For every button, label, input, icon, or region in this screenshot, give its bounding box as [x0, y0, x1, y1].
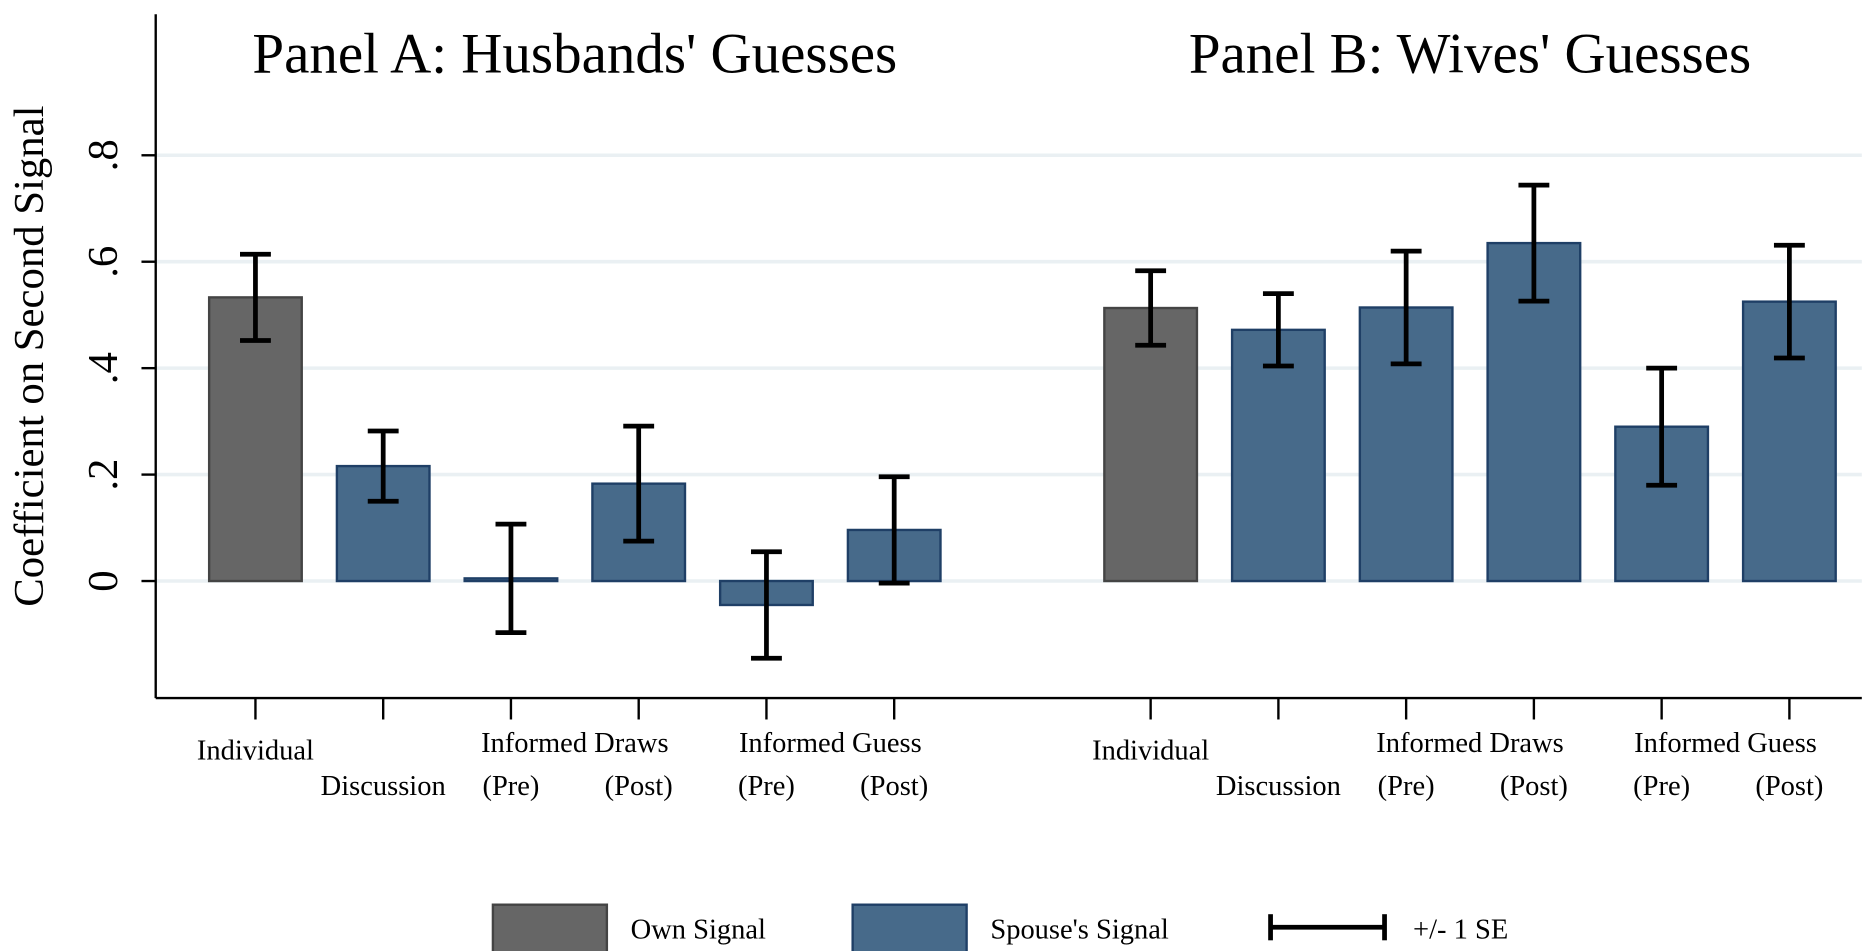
legend-swatch — [851, 903, 968, 951]
legend-swatch — [491, 903, 609, 951]
y-tick-label: .4 — [80, 352, 127, 384]
category-group-label: Informed Guess — [739, 728, 922, 759]
legend-label: Own Signal — [631, 915, 766, 946]
bar — [1230, 328, 1326, 583]
bar — [1103, 306, 1199, 583]
y-tick-label: .6 — [80, 246, 127, 278]
x-tick-label: Discussion — [321, 771, 446, 802]
x-tick-label: (Post) — [1500, 771, 1568, 802]
category-group-label: Informed Guess — [1634, 728, 1817, 759]
y-tick-label: .2 — [80, 459, 127, 491]
bar — [335, 464, 431, 583]
panel-title: Panel B: Wives' Guesses — [1189, 22, 1751, 85]
y-axis-label: Coefficient on Second Signal — [6, 105, 53, 606]
x-tick-label: (Pre) — [738, 771, 795, 802]
panel-title: Panel A: Husbands' Guesses — [252, 22, 897, 85]
y-tick-label: .8 — [80, 139, 127, 171]
x-tick-label: Discussion — [1216, 771, 1341, 802]
category-group-label: Informed Draws — [1376, 728, 1563, 759]
bar — [207, 296, 303, 583]
legend-label: +/- 1 SE — [1413, 915, 1508, 946]
category-group-label: Informed Draws — [481, 728, 668, 759]
x-tick-label: Individual — [1092, 735, 1209, 766]
x-tick-label: (Pre) — [1633, 771, 1690, 802]
x-tick-label: (Pre) — [1378, 771, 1435, 802]
legend-label: Spouse's Signal — [990, 915, 1169, 946]
x-tick-label: (Pre) — [482, 771, 539, 802]
x-tick-label: (Post) — [605, 771, 673, 802]
x-tick-label: (Post) — [860, 771, 928, 802]
y-tick-label: 0 — [80, 570, 127, 591]
x-tick-label: Individual — [197, 735, 314, 766]
x-tick-label: (Post) — [1755, 771, 1823, 802]
